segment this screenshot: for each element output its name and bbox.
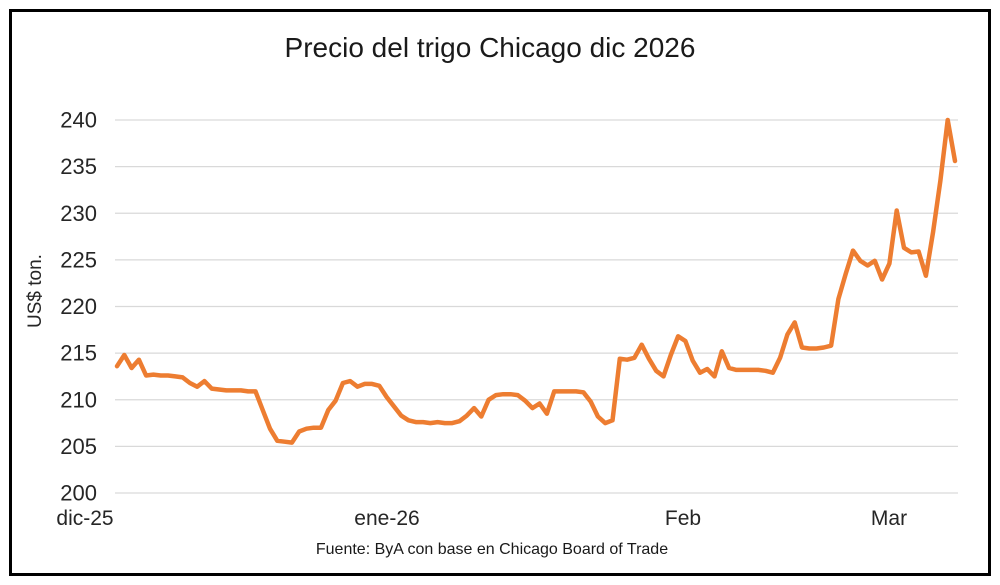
y-tick-label-225: 225 — [60, 247, 97, 272]
y-tick-label-205: 205 — [60, 434, 97, 459]
price-line — [114, 117, 958, 445]
y-tick-label-215: 215 — [60, 341, 97, 366]
y-tick-label-220: 220 — [60, 294, 97, 319]
chart-border-frame — [9, 9, 991, 576]
x-tick-label-dic-25: dic-25 — [56, 507, 113, 530]
price-series-group — [114, 117, 958, 445]
y-tick-label-210: 210 — [60, 387, 97, 412]
y-axis-title: US$ ton. — [25, 254, 46, 328]
y-tick-label-235: 235 — [60, 154, 97, 179]
x-tick-label-ene-26: ene-26 — [354, 507, 419, 530]
x-tick-label-Mar: Mar — [871, 507, 907, 530]
source-note: Fuente: ByA con base en Chicago Board of… — [316, 541, 668, 558]
gridlines-group — [115, 119, 958, 494]
y-tick-label-200: 200 — [60, 481, 97, 506]
x-tick-labels-group: dic-25 ene-26 Feb Mar — [56, 507, 907, 530]
chart-title: Precio del trigo Chicago dic 2026 — [285, 32, 696, 63]
y-tick-labels-group: 200 205 210 215 220 225 230 235 240 — [60, 108, 97, 506]
y-tick-label-240: 240 — [60, 108, 97, 133]
x-tick-label-Feb: Feb — [665, 507, 701, 530]
y-tick-label-230: 230 — [60, 201, 97, 226]
